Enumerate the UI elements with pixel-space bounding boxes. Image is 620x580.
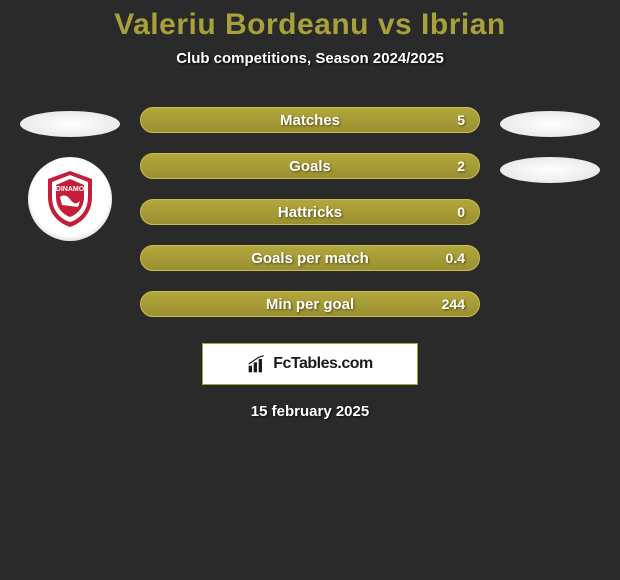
bar-chart-icon	[247, 354, 267, 374]
stat-value: 2	[457, 158, 465, 174]
stat-value: 0.4	[446, 250, 465, 266]
dinamo-crest-icon: DINAMO	[38, 167, 102, 231]
svg-text:DINAMO: DINAMO	[56, 186, 85, 193]
right-club-placeholder	[500, 157, 600, 183]
left-player-placeholder	[20, 111, 120, 137]
stat-label: Min per goal	[266, 296, 354, 313]
stat-value: 244	[442, 296, 465, 312]
subtitle: Club competitions, Season 2024/2025	[0, 50, 620, 67]
left-club-badge: DINAMO	[28, 157, 112, 241]
stat-label: Hattricks	[278, 204, 342, 221]
stat-row: Min per goal 244	[140, 291, 480, 317]
stat-value: 5	[457, 112, 465, 128]
right-player-placeholder	[500, 111, 600, 137]
left-player-column: DINAMO	[20, 107, 120, 241]
page-title: Valeriu Bordeanu vs Ibrian	[0, 8, 620, 42]
stat-row: Hattricks 0	[140, 199, 480, 225]
stats-list: Matches 5 Goals 2 Hattricks 0 Goals per …	[140, 107, 480, 317]
stat-row: Matches 5	[140, 107, 480, 133]
stat-label: Goals per match	[251, 250, 369, 267]
stat-label: Matches	[280, 112, 340, 129]
stat-label: Goals	[289, 158, 331, 175]
brand-box[interactable]: FcTables.com	[202, 343, 418, 385]
footer: FcTables.com 15 february 2025	[0, 343, 620, 420]
brand-label: FcTables.com	[273, 355, 373, 373]
comparison-body: DINAMO Matches 5 Goals 2 Hattricks 0 Goa…	[0, 107, 620, 317]
stat-row: Goals per match 0.4	[140, 245, 480, 271]
date-label: 15 february 2025	[251, 403, 369, 420]
right-player-column	[500, 107, 600, 183]
stat-row: Goals 2	[140, 153, 480, 179]
stat-value: 0	[457, 204, 465, 220]
